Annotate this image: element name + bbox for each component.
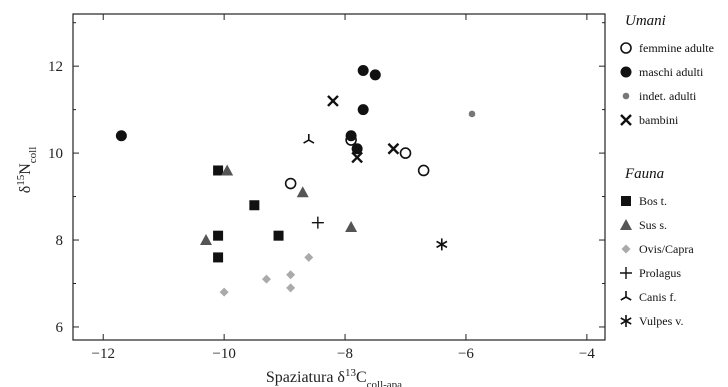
legend-marker-maschi-adulti	[620, 66, 632, 78]
x-tick-label: −10	[212, 346, 235, 362]
x-axis-title-sub: coll-apa	[367, 379, 403, 387]
y-axis-title: δ15Ncoll	[15, 147, 39, 194]
point-vulpes-v	[436, 238, 448, 251]
legend-label-femmine-adulte: femmine adulte	[639, 41, 714, 55]
legend-label-ovis-capra: Ovis/Capra	[639, 242, 694, 256]
legend-marker-prolagus	[620, 267, 632, 279]
point-bambini	[327, 95, 339, 107]
y-tick-label: 6	[56, 320, 64, 336]
legend-marker-bos-t	[621, 196, 631, 206]
point-ovis-capra	[219, 287, 229, 297]
x-axis-title-prefix: Spaziatura δ	[266, 369, 345, 386]
legend-marker-sus-s	[620, 219, 632, 230]
point-maschi-adulti	[345, 130, 357, 142]
legend-marker-bambini	[620, 114, 632, 126]
legend-label-bos-t: Bos t.	[639, 194, 667, 208]
legend-marker-femmine-adulte	[620, 42, 632, 54]
y-axis-title-sub: coll	[27, 147, 39, 164]
point-bambini	[351, 151, 363, 164]
legend-label-vulpes-v: Vulpes v.	[639, 314, 684, 328]
x-axis-title-main: C	[356, 369, 367, 386]
point-femmine-adulte	[284, 177, 297, 190]
x-axis-title-sup: 13	[345, 367, 357, 379]
x-tick-label: −6	[458, 346, 474, 362]
legend-label-canis-f: Canis f.	[639, 290, 676, 304]
y-tick-label: 12	[48, 59, 63, 75]
legend-heading: Umani	[625, 13, 666, 29]
legend-label-maschi-adulti: maschi adulti	[639, 65, 704, 79]
point-maschi-adulti	[357, 104, 369, 116]
point-maschi-adulti	[351, 143, 363, 155]
point-ovis-capra	[286, 283, 296, 293]
point-femmine-adulte	[417, 164, 430, 177]
point-bambini	[387, 142, 400, 155]
legend-marker-vulpes-v	[620, 315, 632, 327]
point-sus-s	[200, 234, 212, 246]
y-axis-title-main: N	[17, 163, 34, 175]
point-sus-s	[345, 220, 358, 232]
y-tick-label: 10	[48, 146, 63, 162]
point-bos-t	[213, 165, 224, 176]
point-canis-f	[303, 134, 315, 144]
legend-heading: Fauna	[624, 166, 664, 182]
point-indet-adulti	[468, 110, 476, 118]
legend-label-indet-adulti: indet. adulti	[639, 89, 697, 103]
x-tick-label: −12	[91, 346, 114, 362]
point-ovis-capra	[286, 270, 296, 280]
x-tick-label: −4	[579, 346, 595, 362]
point-sus-s	[221, 164, 234, 176]
point-ovis-capra	[304, 252, 314, 262]
point-maschi-adulti	[115, 130, 127, 142]
data-points	[115, 65, 476, 297]
legend-label-sus-s: Sus s.	[639, 218, 667, 232]
point-maschi-adulti	[369, 69, 381, 81]
legend-marker-ovis-capra	[621, 244, 631, 254]
point-bos-t	[213, 230, 224, 241]
y-axis-title-prefix: δ	[17, 186, 34, 194]
axis-titles: Spaziatura δ13Ccoll-apa δ15Ncoll	[15, 147, 402, 387]
plot-border	[72, 13, 606, 341]
y-tick-label: 8	[56, 233, 64, 249]
point-sus-s	[296, 186, 309, 198]
point-bos-t	[213, 252, 224, 263]
plot-frame	[72, 13, 606, 341]
point-prolagus	[311, 216, 324, 229]
legend: Umani femmine adulte maschi adulti indet. a…	[620, 13, 714, 328]
y-axis-title-sup: 15	[15, 174, 27, 186]
point-ovis-capra	[261, 274, 271, 284]
legend-marker-canis-f	[620, 291, 632, 301]
x-axis-title: Spaziatura δ13Ccoll-apa	[266, 367, 402, 387]
point-bos-t	[273, 230, 284, 241]
axis-ticks: −12 −10 −8 −6 −4 6 8 10 12	[48, 14, 605, 362]
legend-label-bambini: bambini	[639, 113, 679, 127]
point-maschi-adulti	[357, 65, 369, 77]
legend-label-prolagus: Prolagus	[639, 266, 681, 280]
point-bos-t	[249, 200, 260, 211]
point-femmine-adulte	[399, 147, 412, 159]
legend-marker-indet-adulti	[622, 92, 630, 100]
x-tick-label: −8	[337, 346, 353, 362]
